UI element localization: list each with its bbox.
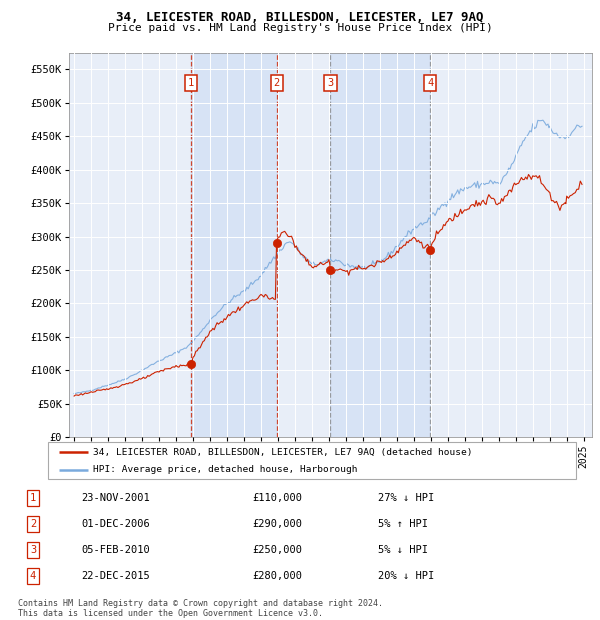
Text: 4: 4: [30, 571, 36, 581]
Text: 1: 1: [30, 493, 36, 503]
Text: £250,000: £250,000: [252, 545, 302, 555]
Text: 3: 3: [328, 78, 334, 88]
Bar: [331, 53, 430, 437]
Text: 3: 3: [30, 545, 36, 555]
Text: £280,000: £280,000: [252, 571, 302, 581]
Text: 4: 4: [427, 78, 434, 88]
Text: HPI: Average price, detached house, Harborough: HPI: Average price, detached house, Harb…: [93, 466, 358, 474]
Text: Contains HM Land Registry data © Crown copyright and database right 2024.
This d: Contains HM Land Registry data © Crown c…: [18, 599, 383, 618]
Text: Price paid vs. HM Land Registry's House Price Index (HPI): Price paid vs. HM Land Registry's House …: [107, 23, 493, 33]
Text: 34, LEICESTER ROAD, BILLESDON, LEICESTER, LE7 9AQ: 34, LEICESTER ROAD, BILLESDON, LEICESTER…: [116, 11, 484, 24]
Bar: [191, 53, 277, 437]
Text: 27% ↓ HPI: 27% ↓ HPI: [378, 493, 434, 503]
Text: 05-FEB-2010: 05-FEB-2010: [81, 545, 150, 555]
Text: 2: 2: [274, 78, 280, 88]
Text: £110,000: £110,000: [252, 493, 302, 503]
Text: 20% ↓ HPI: 20% ↓ HPI: [378, 571, 434, 581]
Text: 5% ↓ HPI: 5% ↓ HPI: [378, 545, 428, 555]
Text: 22-DEC-2015: 22-DEC-2015: [81, 571, 150, 581]
Text: 01-DEC-2006: 01-DEC-2006: [81, 519, 150, 529]
Text: 2: 2: [30, 519, 36, 529]
Text: 1: 1: [188, 78, 194, 88]
Text: £290,000: £290,000: [252, 519, 302, 529]
Text: 23-NOV-2001: 23-NOV-2001: [81, 493, 150, 503]
Text: 5% ↑ HPI: 5% ↑ HPI: [378, 519, 428, 529]
Text: 34, LEICESTER ROAD, BILLESDON, LEICESTER, LE7 9AQ (detached house): 34, LEICESTER ROAD, BILLESDON, LEICESTER…: [93, 448, 472, 457]
